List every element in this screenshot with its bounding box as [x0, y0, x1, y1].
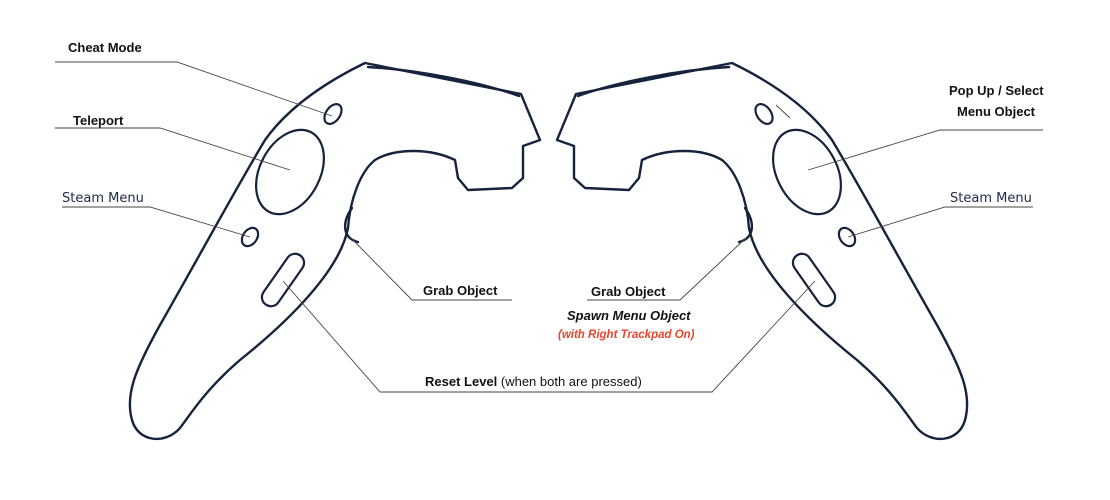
right-trackpad: [772, 128, 842, 216]
leader-popup-select-tick: [775, 104, 791, 119]
right-head-band: [576, 65, 731, 98]
leader-steam-menu-right: [847, 206, 1033, 238]
right-controller-body: [555, 61, 969, 441]
label-teleport: Teleport: [73, 113, 124, 128]
right-steam-menu-button: [837, 226, 857, 248]
leader-teleport: [55, 127, 291, 171]
leader-reset-left: [282, 280, 816, 393]
label-popup-select-line1: Pop Up / Select: [949, 83, 1044, 98]
leader-grab-object-right: [587, 236, 748, 301]
left-grip-trigger: [344, 206, 360, 244]
leader-steam-menu-left: [62, 206, 251, 238]
label-grab-object-right: Grab Object: [591, 284, 666, 299]
label-with-right-trackpad: (with Right Trackpad On): [558, 329, 695, 341]
right-grip-button: [791, 252, 837, 308]
label-cheat-mode: Cheat Mode: [68, 40, 142, 55]
left-controller: [128, 61, 542, 441]
labels: Cheat Mode Teleport Steam Menu Grab Obje…: [62, 40, 1044, 389]
label-reset-level: Reset Level (when both are pressed): [425, 374, 642, 389]
left-steam-menu-button: [240, 226, 260, 248]
leader-grab-object-left: [349, 236, 512, 301]
leader-popup-select: [807, 129, 1043, 171]
leader-lines: [55, 61, 1043, 393]
left-trackpad: [255, 128, 325, 216]
label-popup-select-line2: Menu Object: [957, 104, 1036, 119]
label-reset-level-bold: Reset Level: [425, 374, 497, 389]
left-cheat-mode-button: [323, 103, 343, 125]
label-grab-object-left: Grab Object: [423, 283, 498, 298]
leader-cheat-mode: [55, 61, 333, 117]
left-controller-body: [128, 61, 542, 441]
left-head-band: [366, 65, 521, 98]
right-popup-select-button: [754, 103, 774, 125]
label-spawn-menu-object: Spawn Menu Object: [567, 308, 691, 323]
left-grip-button: [260, 252, 306, 308]
label-steam-menu-right: Steam Menu: [950, 191, 1032, 206]
label-steam-menu-left: Steam Menu: [62, 191, 144, 206]
label-reset-level-note: (when both are pressed): [497, 374, 642, 389]
